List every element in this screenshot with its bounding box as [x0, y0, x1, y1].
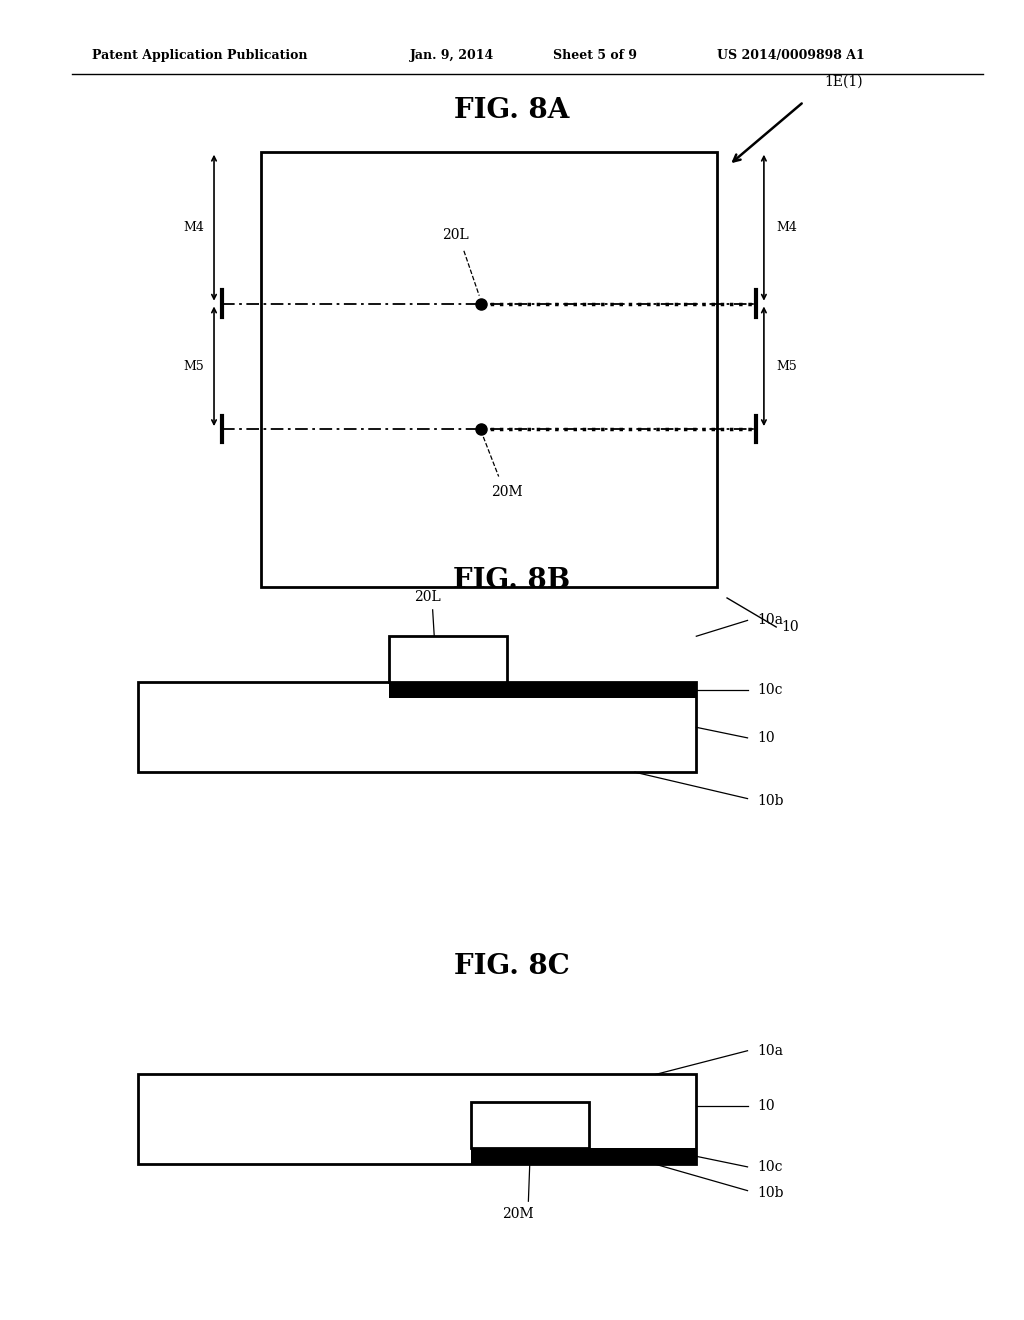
Bar: [389, 682, 696, 698]
Text: 10b: 10b: [758, 795, 784, 808]
Text: US 2014/0009898 A1: US 2014/0009898 A1: [717, 49, 864, 62]
Text: 10: 10: [781, 620, 799, 634]
Text: 20L: 20L: [414, 590, 441, 603]
Text: Patent Application Publication: Patent Application Publication: [92, 49, 307, 62]
Text: FIG. 8B: FIG. 8B: [454, 568, 570, 594]
Text: 1E(1): 1E(1): [824, 75, 863, 88]
Text: 10: 10: [758, 1100, 775, 1113]
Text: FIG. 8C: FIG. 8C: [454, 953, 570, 979]
Text: 10a: 10a: [758, 1044, 783, 1057]
Text: M5: M5: [183, 360, 204, 372]
Text: FIG. 8A: FIG. 8A: [455, 98, 569, 124]
Text: Sheet 5 of 9: Sheet 5 of 9: [553, 49, 637, 62]
Text: 10: 10: [758, 731, 775, 744]
Bar: [471, 1102, 589, 1148]
Text: M5: M5: [776, 360, 797, 372]
Bar: [471, 1148, 696, 1164]
Bar: [138, 682, 696, 772]
Text: 20M: 20M: [503, 1208, 534, 1221]
Text: 10c: 10c: [758, 1160, 783, 1173]
Text: M4: M4: [776, 222, 797, 234]
Text: 10b: 10b: [758, 1187, 784, 1200]
Text: M4: M4: [183, 222, 204, 234]
Text: Jan. 9, 2014: Jan. 9, 2014: [410, 49, 494, 62]
Text: 20L: 20L: [442, 228, 469, 242]
Bar: [389, 636, 507, 682]
Text: 10c: 10c: [758, 684, 783, 697]
Text: 10a: 10a: [758, 614, 783, 627]
Text: 20M: 20M: [492, 486, 522, 499]
Bar: [261, 152, 717, 587]
Bar: [138, 1074, 696, 1164]
